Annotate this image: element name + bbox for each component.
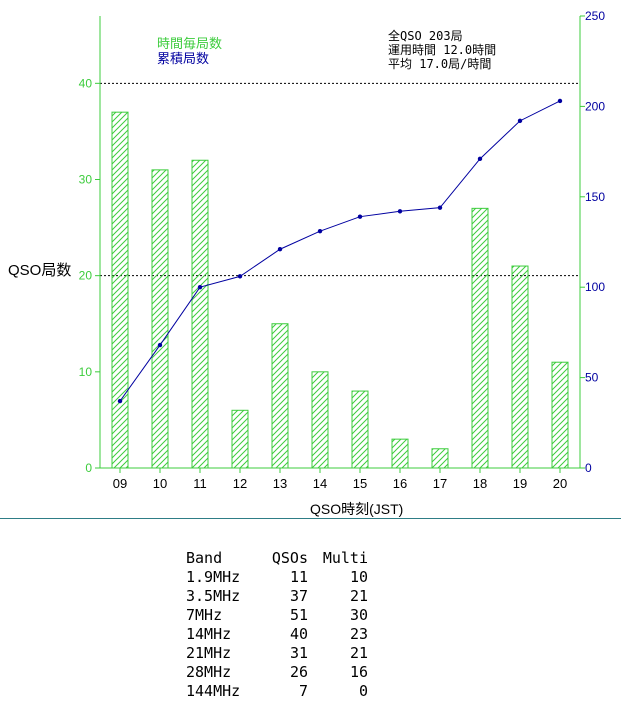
band-name: 1.9MHz [186, 568, 241, 586]
left-tick-label: 10 [79, 365, 93, 379]
x-tick-label: 15 [353, 476, 367, 491]
band-row: 1.9MHz 11 10 [186, 568, 368, 587]
bar [511, 265, 529, 469]
cumulative-point [397, 209, 403, 214]
x-tick-label: 17 [433, 476, 447, 491]
band-table: Band QSOs Multi 1.9MHz 11 10 3.5MHz 37 2… [186, 549, 368, 701]
bar [111, 111, 129, 469]
divider-line [0, 518, 621, 519]
band-name: 28MHz [186, 663, 232, 681]
bar [471, 207, 489, 469]
cumulative-line-path [119, 100, 561, 402]
right-tick-label: 100 [585, 280, 605, 294]
bar [271, 323, 289, 469]
band-multi: 21 [349, 587, 368, 605]
x-tick-label: 13 [273, 476, 287, 491]
x-tick-label: 18 [473, 476, 487, 491]
left-tick-label: 40 [79, 76, 93, 90]
x-tick-label: 20 [553, 476, 567, 491]
band-multi: 10 [349, 568, 368, 586]
cumulative-point [237, 274, 243, 279]
cumulative-point [437, 205, 443, 210]
cumulative-line [117, 98, 563, 404]
qso-chart: 0 10 20 30 40 0 50 100 150 200 250 09 10 11 12 13 14 15 16… [8, 9, 606, 517]
band-multi: 0 [358, 682, 368, 700]
band-name: 144MHz [186, 682, 241, 700]
left-tick-label: 0 [85, 461, 92, 475]
x-tick-label: 19 [513, 476, 527, 491]
band-qsos: 31 [289, 644, 308, 662]
cumulative-point [517, 118, 523, 124]
band-qsos: 26 [289, 663, 308, 681]
band-name: 14MHz [186, 625, 232, 643]
legend-hourly: 時間毎局数 [157, 36, 222, 51]
bar [151, 169, 169, 469]
left-tick-label: 30 [79, 172, 93, 186]
y-axis-label: QSO局数 [8, 262, 71, 279]
summary-average: 平均 17.0局/時間 [388, 57, 491, 71]
bar [351, 390, 369, 469]
band-qsos: 37 [289, 587, 308, 605]
x-tick-label: 11 [193, 476, 207, 491]
bar [311, 371, 329, 469]
band-row: 7MHz 51 30 [186, 606, 368, 625]
left-tick-label: 20 [79, 269, 93, 283]
band-qsos: 40 [289, 625, 308, 643]
band-row: 144MHz 7 0 [186, 682, 368, 701]
band-multi: 30 [349, 606, 368, 624]
cumulative-point [317, 228, 323, 234]
bar [431, 448, 449, 469]
band-qsos: 11 [289, 568, 308, 586]
cumulative-point [197, 285, 203, 290]
right-tick-label: 250 [585, 9, 605, 23]
hourly-bars [111, 111, 569, 469]
band-multi: 21 [349, 644, 368, 662]
summary-hours: 運用時間 12.0時間 [388, 43, 496, 57]
band-row: 3.5MHz 37 21 [186, 587, 368, 606]
band-name: 7MHz [186, 606, 223, 624]
band-row: 14MHz 40 23 [186, 625, 368, 644]
band-name: 21MHz [186, 644, 232, 662]
legend-cumulative: 累積局数 [157, 51, 209, 66]
band-table-header: Band QSOs Multi [186, 549, 368, 568]
header-band: Band [186, 549, 223, 567]
cumulative-point [357, 214, 363, 219]
gridlines [100, 82, 580, 277]
tick-labels: 0 10 20 30 40 0 50 100 150 200 250 09 10 11 12 13 14 15 16… [79, 9, 606, 491]
bar [191, 159, 209, 469]
x-tick-label: 14 [313, 476, 327, 491]
band-qsos: 51 [289, 606, 308, 624]
band-multi: 16 [349, 663, 368, 681]
bar [231, 409, 249, 469]
x-tick-label: 16 [393, 476, 407, 491]
x-tick-label: 10 [153, 476, 167, 491]
right-tick-label: 0 [585, 461, 592, 475]
right-tick-label: 50 [585, 371, 599, 385]
axes [99, 16, 581, 469]
bar [391, 438, 409, 469]
right-tick-label: 200 [585, 99, 605, 113]
header-multi: Multi [322, 549, 368, 567]
x-tick-label: 09 [113, 476, 127, 491]
cumulative-point [557, 98, 563, 104]
cumulative-point [117, 398, 123, 404]
cumulative-point [277, 247, 283, 252]
bar [551, 361, 569, 469]
band-qsos: 7 [298, 682, 308, 700]
band-row: 28MHz 26 16 [186, 663, 368, 682]
header-qsos: QSOs [271, 549, 308, 567]
cumulative-point [477, 156, 483, 162]
band-name: 3.5MHz [186, 587, 241, 605]
x-tick-label: 12 [233, 476, 247, 491]
summary-total: 全QSO 203局 [388, 28, 463, 43]
cumulative-point [157, 342, 163, 348]
right-tick-label: 150 [585, 190, 605, 204]
x-axis-label: QSO時刻(JST) [310, 501, 403, 517]
band-multi: 23 [349, 625, 368, 643]
band-row: 21MHz 31 21 [186, 644, 368, 663]
